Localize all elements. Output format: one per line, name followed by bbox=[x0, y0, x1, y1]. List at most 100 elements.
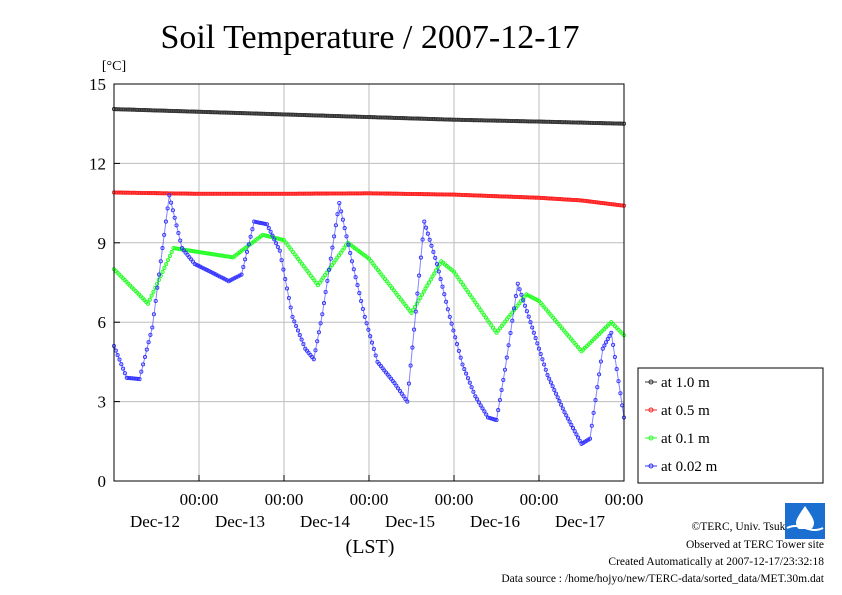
data-point bbox=[609, 330, 614, 335]
data-point bbox=[371, 346, 376, 352]
data-point bbox=[272, 237, 277, 242]
data-point bbox=[264, 233, 269, 238]
y-tick-label: 12 bbox=[89, 154, 106, 173]
data-point bbox=[141, 362, 146, 367]
data-point bbox=[559, 402, 564, 407]
data-point bbox=[547, 376, 552, 381]
data-point bbox=[396, 386, 401, 391]
data-point bbox=[259, 221, 264, 226]
x-tick-date-label: Dec-17 bbox=[555, 512, 606, 531]
chart-title: Soil Temperature / 2007-12-17 bbox=[160, 19, 579, 56]
data-point bbox=[351, 267, 356, 272]
series-at-0-02-m bbox=[111, 193, 627, 446]
data-point bbox=[254, 219, 259, 225]
data-point bbox=[611, 342, 616, 347]
data-point bbox=[533, 336, 538, 341]
data-point bbox=[440, 284, 445, 289]
x-tick-date-label: Dec-13 bbox=[215, 512, 265, 531]
data-point bbox=[342, 226, 347, 231]
data-point bbox=[510, 318, 515, 323]
data-point bbox=[174, 223, 179, 228]
data-point bbox=[147, 297, 152, 302]
data-point bbox=[301, 342, 306, 347]
data-point bbox=[430, 274, 435, 279]
data-point bbox=[364, 321, 369, 326]
data-point bbox=[292, 319, 297, 324]
data-point bbox=[415, 291, 420, 296]
data-point bbox=[339, 209, 344, 214]
y-axis-ticks: 0 3 6 9 12 15 bbox=[89, 75, 120, 491]
data-point bbox=[555, 395, 560, 400]
data-point bbox=[163, 219, 168, 224]
data-point bbox=[462, 285, 467, 290]
data-point bbox=[299, 337, 304, 342]
data-point bbox=[413, 309, 418, 314]
data-point bbox=[405, 399, 410, 404]
x-axis-ticks: 00:00Dec-1200:00Dec-1300:00Dec-1400:00De… bbox=[130, 475, 643, 531]
data-point bbox=[542, 362, 547, 367]
data-point bbox=[353, 275, 358, 280]
data-point bbox=[538, 351, 543, 357]
data-point bbox=[279, 258, 284, 263]
data-point bbox=[399, 391, 404, 396]
legend: at 1.0 m at 0.5 m at 0.1 m at 0.02 m bbox=[637, 367, 824, 484]
data-point bbox=[316, 330, 321, 335]
data-point bbox=[502, 367, 508, 372]
data-point bbox=[410, 345, 415, 350]
data-point bbox=[357, 291, 362, 296]
data-point bbox=[565, 416, 570, 421]
data-point bbox=[618, 391, 623, 396]
data-point bbox=[366, 327, 371, 332]
legend-label: at 0.1 m bbox=[661, 431, 710, 447]
data-point bbox=[595, 385, 600, 390]
data-point bbox=[346, 242, 351, 247]
data-point bbox=[454, 342, 460, 347]
data-point bbox=[445, 307, 450, 312]
data-point bbox=[540, 357, 545, 362]
data-point bbox=[165, 257, 171, 263]
terc-logo-icon bbox=[785, 503, 825, 539]
data-point bbox=[480, 406, 485, 411]
data-point bbox=[362, 314, 367, 319]
x-tick-time-label: 00:00 bbox=[180, 490, 219, 509]
data-point bbox=[325, 278, 330, 283]
data-point bbox=[569, 422, 574, 427]
data-point bbox=[155, 285, 160, 290]
data-point bbox=[172, 215, 177, 220]
data-point bbox=[567, 419, 572, 424]
data-point bbox=[284, 286, 290, 291]
data-point bbox=[607, 333, 612, 339]
data-point bbox=[290, 314, 295, 319]
legend-swatch-marker bbox=[648, 463, 654, 469]
data-point bbox=[145, 301, 151, 306]
data-point bbox=[475, 397, 480, 402]
data-point bbox=[178, 238, 183, 243]
data-point bbox=[460, 362, 465, 367]
data-point bbox=[263, 221, 268, 226]
data-point bbox=[131, 376, 137, 381]
x-tick-date-label: Dec-14 bbox=[300, 512, 351, 531]
data-point bbox=[526, 314, 531, 319]
data-point bbox=[420, 237, 425, 242]
data-point bbox=[315, 339, 320, 344]
data-point bbox=[548, 380, 553, 385]
data-point bbox=[153, 298, 158, 304]
data-point bbox=[340, 217, 345, 222]
data-point bbox=[280, 237, 285, 242]
data-point bbox=[616, 379, 621, 384]
data-point bbox=[574, 432, 579, 437]
x-tick-time-label: 00:00 bbox=[520, 490, 559, 509]
legend-swatch-marker bbox=[648, 379, 654, 385]
data-point bbox=[476, 400, 481, 405]
data-point bbox=[264, 222, 270, 227]
data-point bbox=[337, 201, 342, 206]
data-point bbox=[229, 255, 234, 260]
legend-swatch-marker bbox=[648, 407, 654, 413]
data-point bbox=[408, 363, 413, 368]
observation-site-text: Observed at TERC Tower site bbox=[685, 539, 824, 551]
data-point bbox=[464, 371, 469, 376]
data-point bbox=[286, 295, 291, 301]
data-point bbox=[162, 265, 167, 270]
data-point bbox=[266, 234, 271, 239]
data-point bbox=[587, 436, 593, 441]
